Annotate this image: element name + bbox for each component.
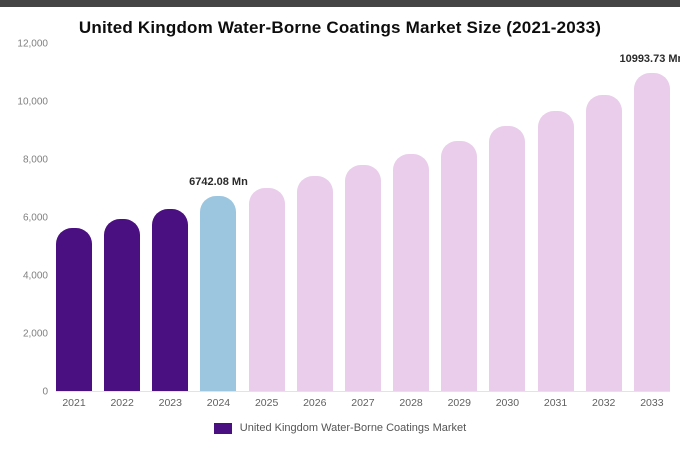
bars-container: 6742.08 Mn 10993.73 Mn xyxy=(56,44,680,392)
bar-slot: 6742.08 Mn xyxy=(189,44,248,391)
x-axis-label: 2029 xyxy=(447,397,471,409)
y-tick-label: 0 xyxy=(42,386,48,398)
x-axis-label: 2028 xyxy=(399,397,423,409)
bar[interactable] xyxy=(104,218,141,391)
bar-slot xyxy=(104,44,141,391)
bar[interactable] xyxy=(296,175,333,391)
legend-label: United Kingdom Water-Borne Coatings Mark… xyxy=(239,422,467,434)
legend: United Kingdom Water-Borne Coatings Mark… xyxy=(0,422,680,434)
bar[interactable] xyxy=(633,73,670,391)
bar[interactable] xyxy=(537,111,574,391)
legend-swatch xyxy=(213,422,232,434)
bar-slot: 10993.73 Mn xyxy=(619,44,680,391)
x-axis-label: 2030 xyxy=(495,397,520,409)
y-tick-label: 8,000 xyxy=(22,154,48,166)
bar[interactable] xyxy=(585,95,622,391)
bar[interactable] xyxy=(248,187,285,391)
y-axis: 0 2,000 4,000 6,000 8,000 10,000 12,000 xyxy=(12,39,50,398)
bar-slot xyxy=(248,44,285,391)
bar[interactable] xyxy=(441,141,478,391)
bar-value-label: 10993.73 Mn xyxy=(619,53,680,66)
bar-slot xyxy=(296,44,333,391)
bar[interactable] xyxy=(152,209,189,391)
bar-slot xyxy=(393,44,430,391)
x-axis-label: 2032 xyxy=(592,397,616,409)
y-tick-label: 4,000 xyxy=(22,270,48,282)
x-axis-label: 2031 xyxy=(543,397,568,409)
x-axis-label: 2033 xyxy=(640,397,664,409)
x-axis-label: 2024 xyxy=(206,397,231,409)
bar-slot xyxy=(56,44,92,391)
x-axis-label: 2025 xyxy=(254,397,279,409)
plot-area: 0 2,000 4,000 6,000 8,000 10,000 12,000 6742.0… xyxy=(12,39,680,398)
y-tick-label: 10,000 xyxy=(17,96,48,108)
x-axis: 2021 2022 2023 2024 2025 2026 2027 2028 2029 2030… xyxy=(56,397,670,409)
y-tick-label: 12,000 xyxy=(17,38,48,50)
top-bar xyxy=(0,0,680,7)
bar-slot xyxy=(585,44,622,391)
bar-slot xyxy=(152,44,189,391)
bar-slot xyxy=(537,44,574,391)
x-axis-label: 2021 xyxy=(62,397,86,409)
chart-title: United Kingdom Water-Borne Coatings Mark… xyxy=(78,18,602,37)
bar[interactable] xyxy=(489,126,526,391)
bar-value-label: 6742.08 Mn xyxy=(189,176,248,189)
bar[interactable] xyxy=(200,196,237,391)
x-axis-label: 2022 xyxy=(110,397,134,409)
y-tick-label: 2,000 xyxy=(22,328,48,340)
bar-slot xyxy=(489,44,526,391)
x-axis-label: 2027 xyxy=(351,397,375,409)
y-tick-label: 6,000 xyxy=(22,212,48,224)
x-axis-label: 2026 xyxy=(303,397,327,409)
bar[interactable] xyxy=(344,164,381,391)
bar[interactable] xyxy=(56,227,92,391)
bar-slot xyxy=(441,44,478,391)
bar[interactable] xyxy=(393,153,430,391)
x-axis-label: 2023 xyxy=(158,397,182,409)
bar-slot xyxy=(344,44,381,391)
